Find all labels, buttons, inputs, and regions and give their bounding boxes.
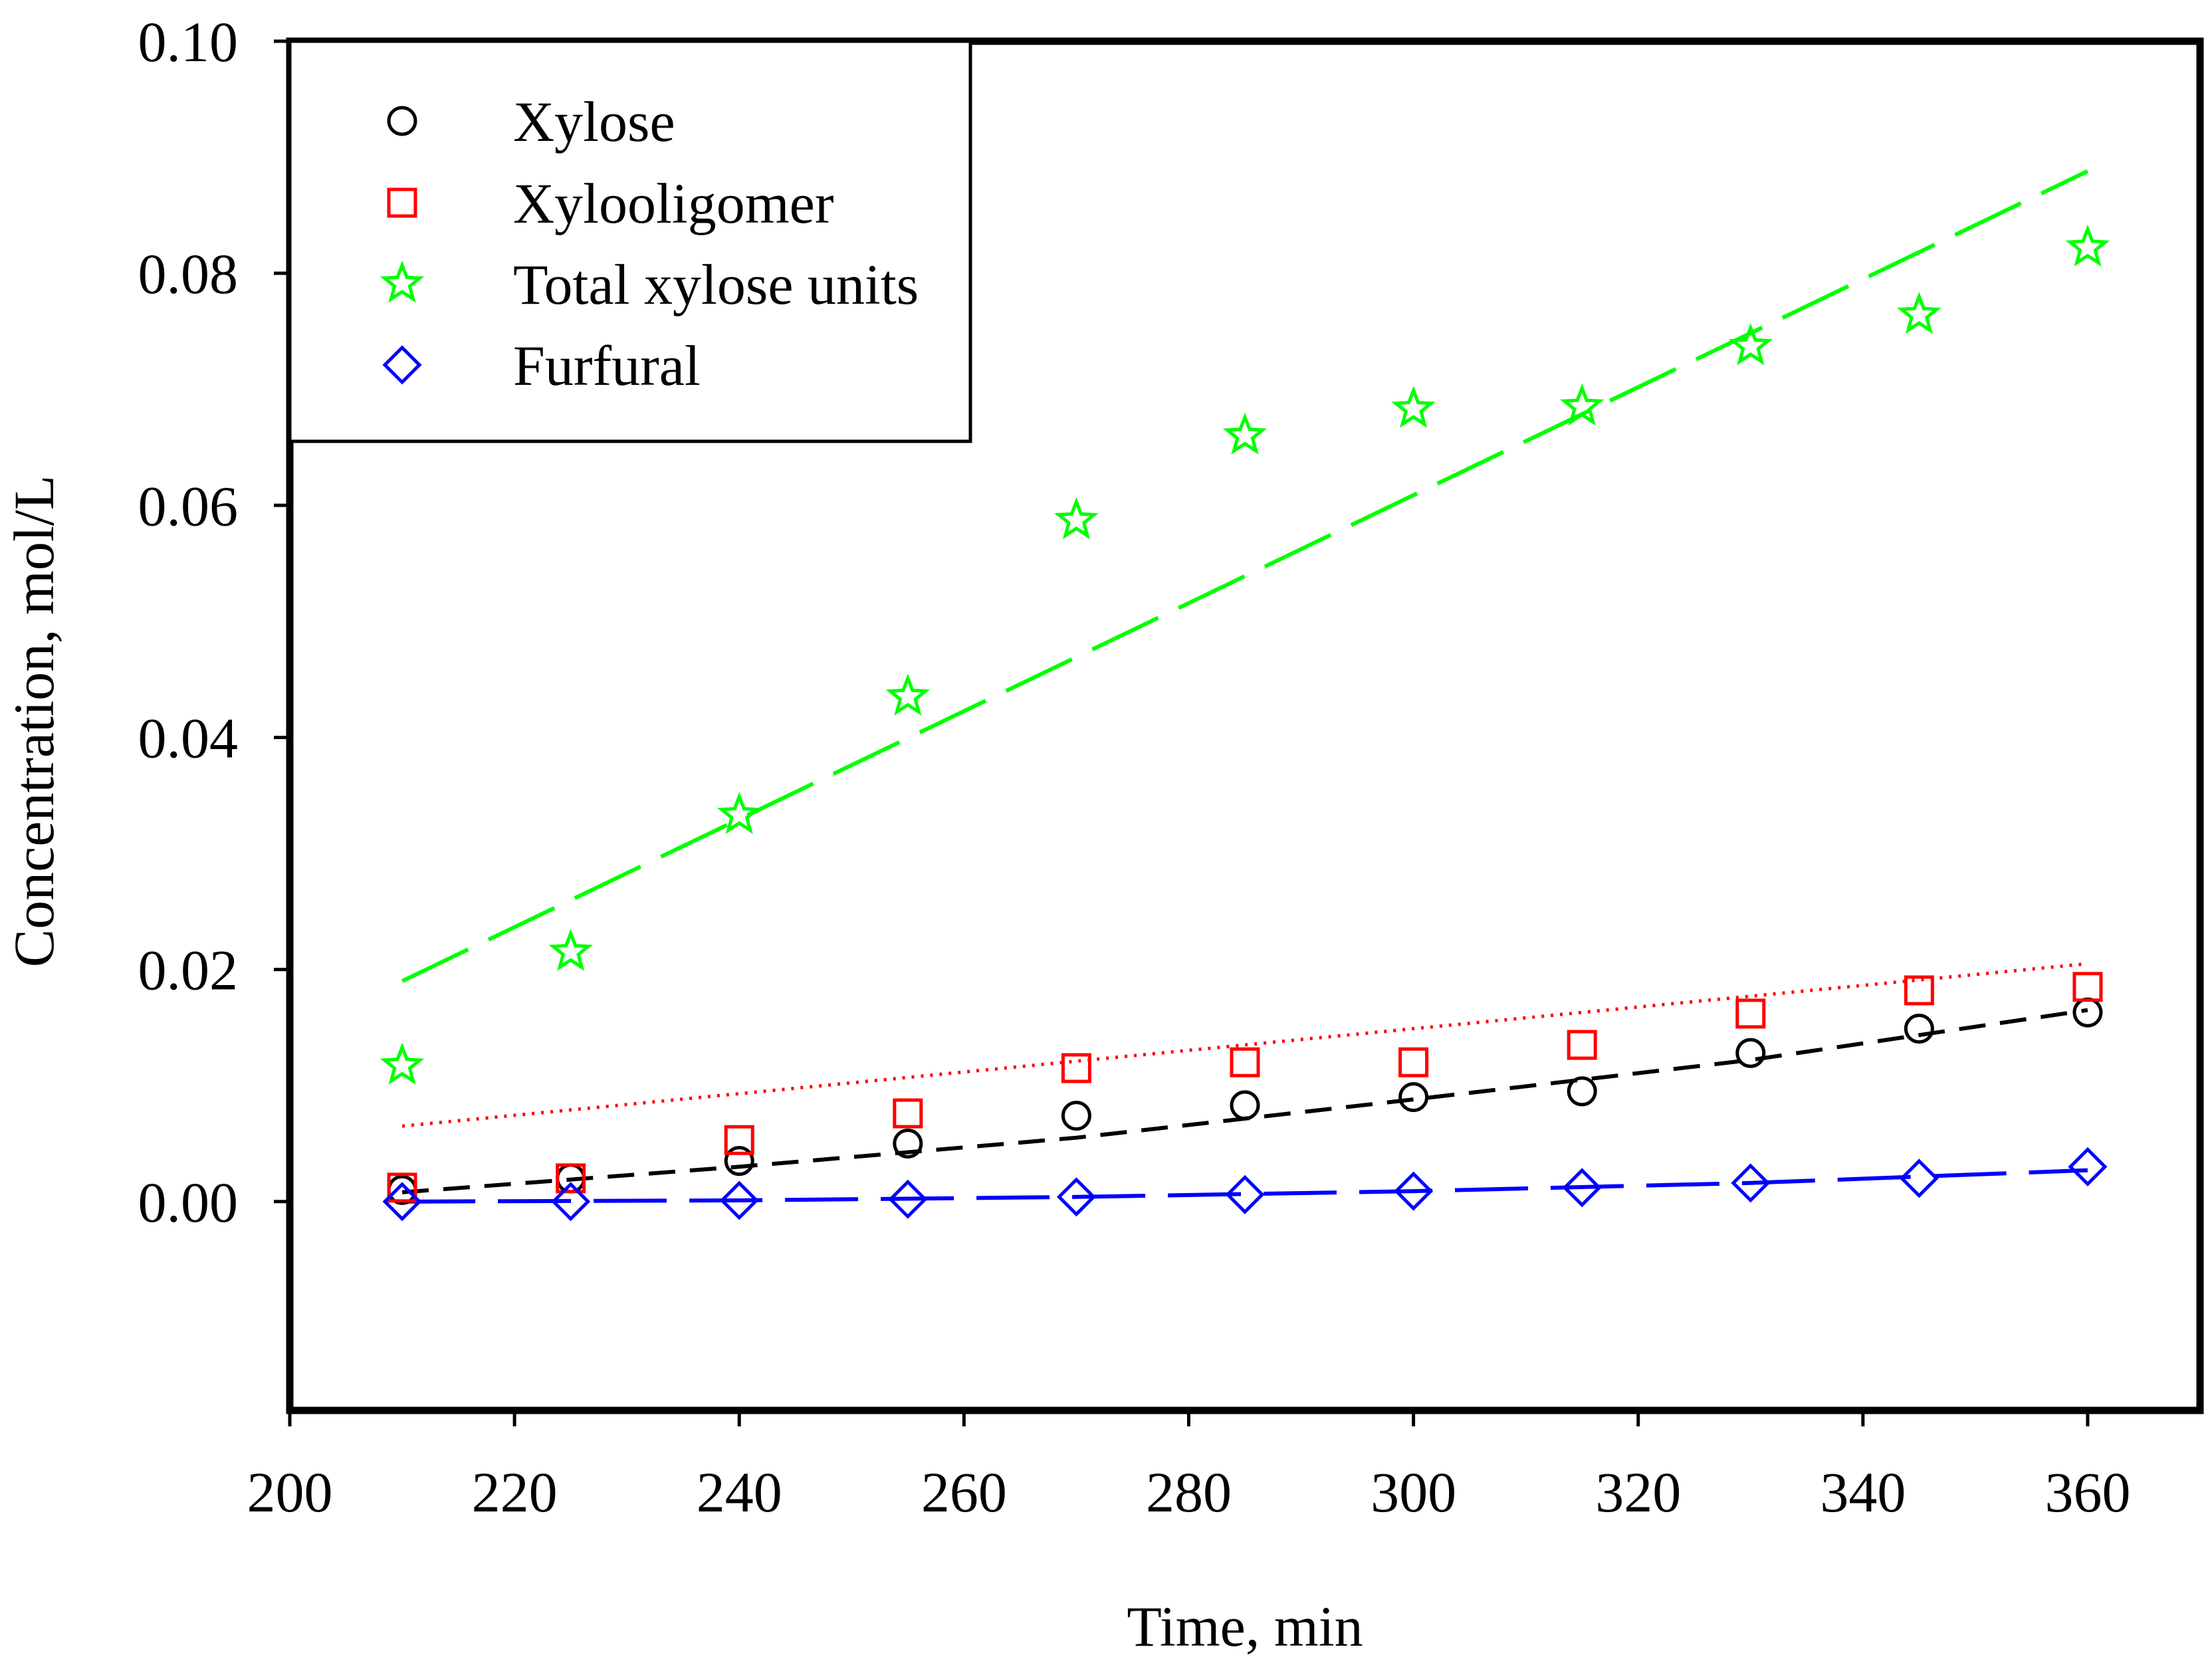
data-point-total-xylose-units <box>1728 323 1773 366</box>
fit-line-furfural <box>402 1168 2088 1204</box>
fit-line-total-xylose-units <box>401 169 2089 983</box>
legend-label-total-xylose-units: Total xylose units <box>513 253 919 316</box>
data-point-xylooligomer <box>724 1125 754 1155</box>
plot-frame <box>286 37 2204 1414</box>
data-point-furfural <box>1899 1159 1939 1198</box>
x-tick-label: 200 <box>247 1460 333 1524</box>
data-point-xylooligomer <box>387 1172 417 1203</box>
data-point-xylose <box>1230 1090 1260 1121</box>
y-tick-label: 0.02 <box>138 939 239 1002</box>
x-axis: 200 220 240 260 280 300 320 340 360 <box>247 1410 2130 1524</box>
x-tick-label: 360 <box>2045 1460 2130 1524</box>
legend-marker-furfural <box>382 345 422 385</box>
data-point-xylose <box>1735 1038 1766 1068</box>
markers <box>380 224 2110 1222</box>
data-point-furfural <box>382 1182 422 1222</box>
y-tick-label: 0.06 <box>138 474 239 538</box>
data-point-xylooligomer <box>893 1098 923 1129</box>
legend: Xylose Xylooligomer Total xylose units Furf… <box>288 39 972 443</box>
data-point-furfural <box>1056 1177 1096 1217</box>
data-point-total-xylose-units <box>1559 383 1604 426</box>
data-point-furfural <box>1225 1174 1265 1214</box>
data-point-furfural <box>1731 1163 1771 1203</box>
legend-label-furfural: Furfural <box>513 334 701 397</box>
data-point-xylooligomer <box>1567 1030 1597 1060</box>
data-point-xylooligomer <box>1230 1047 1260 1077</box>
data-point-furfural <box>719 1180 759 1220</box>
data-point-furfural <box>1394 1171 1434 1211</box>
data-point-xylose <box>1567 1076 1597 1107</box>
data-point-xylooligomer <box>1061 1053 1091 1083</box>
data-point-xylose <box>1398 1082 1429 1113</box>
data-point-total-xylose-units <box>1391 386 1436 428</box>
y-tick-label: 0.00 <box>138 1170 239 1234</box>
data-point-xylose <box>893 1128 923 1159</box>
legend-marker-xylooligomer <box>387 187 417 218</box>
data-point-total-xylose-units <box>1222 412 1268 455</box>
x-tick-label: 340 <box>1820 1460 1906 1524</box>
data-point-xylooligomer <box>1735 998 1766 1029</box>
x-tick-label: 260 <box>921 1460 1007 1524</box>
x-tick-label: 320 <box>1595 1460 1681 1524</box>
data-point-xylooligomer <box>1398 1047 1429 1077</box>
data-point-furfural <box>551 1182 591 1222</box>
fit-line-xylooligomer <box>401 962 2088 1128</box>
legend-marker-total-xylose-units <box>380 261 425 303</box>
data-point-xylooligomer <box>1904 975 1934 1006</box>
x-tick-label: 280 <box>1146 1460 1232 1524</box>
legend-marker-xylose <box>387 106 417 136</box>
legend-label-xylooligomer: Xylooligomer <box>513 171 834 235</box>
data-point-xylooligomer <box>556 1163 586 1194</box>
y-axis-title: Concentration, mol/L <box>2 475 66 967</box>
data-point-total-xylose-units <box>2065 224 2110 267</box>
x-axis-title: Time, min <box>1127 1595 1363 1658</box>
data-point-total-xylose-units <box>885 673 931 716</box>
x-tick-label: 240 <box>697 1460 782 1524</box>
y-tick-label: 0.10 <box>138 10 239 74</box>
x-tick-label: 300 <box>1371 1460 1456 1524</box>
data-point-xylose <box>2072 997 2103 1028</box>
x-tick-label: 220 <box>472 1460 558 1524</box>
y-axis: 0.00 0.02 0.04 0.06 0.08 0.10 <box>138 10 290 1234</box>
data-point-xylose <box>1904 1014 1934 1044</box>
data-point-furfural <box>2068 1147 2108 1186</box>
data-point-furfural <box>1562 1168 1602 1208</box>
legend-label-xylose: Xylose <box>513 90 675 154</box>
data-point-total-xylose-units <box>380 1042 425 1085</box>
data-point-total-xylose-units <box>717 792 762 834</box>
data-point-total-xylose-units <box>1897 292 1941 334</box>
data-point-xylooligomer <box>2072 972 2103 1002</box>
data-point-furfural <box>888 1179 928 1219</box>
data-point-xylose <box>1061 1101 1091 1131</box>
y-tick-label: 0.08 <box>138 242 239 306</box>
data-point-xylose <box>724 1146 754 1176</box>
data-point-total-xylose-units <box>1054 497 1099 540</box>
plot-border <box>286 37 2204 1414</box>
data-point-total-xylose-units <box>548 929 593 971</box>
y-tick-label: 0.04 <box>138 706 239 770</box>
fit-line-xylose <box>401 1008 2088 1194</box>
